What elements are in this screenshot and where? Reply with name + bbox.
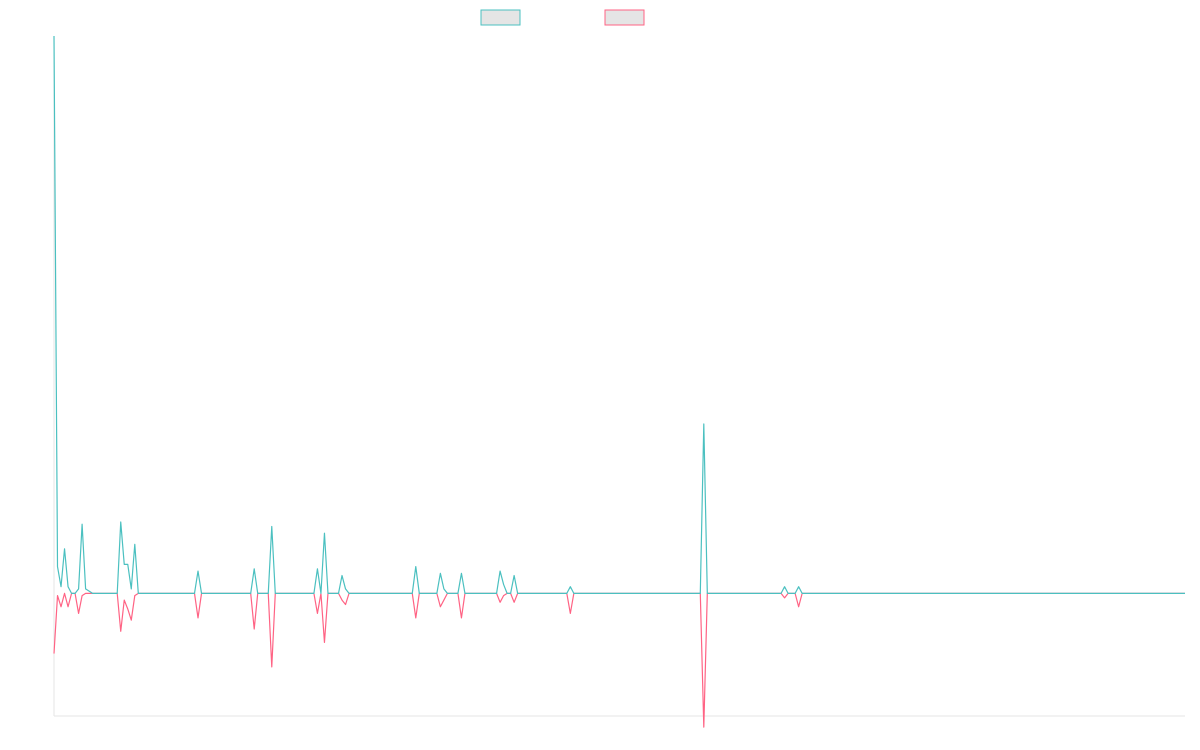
series-line-b [53,592,1185,728]
axes [53,36,1185,717]
plot-area [53,35,1185,728]
legend-swatch-series-a[interactable] [480,9,521,26]
series-line-a [53,35,1185,594]
legend-swatch-series-b[interactable] [604,9,645,26]
legend [480,9,645,26]
